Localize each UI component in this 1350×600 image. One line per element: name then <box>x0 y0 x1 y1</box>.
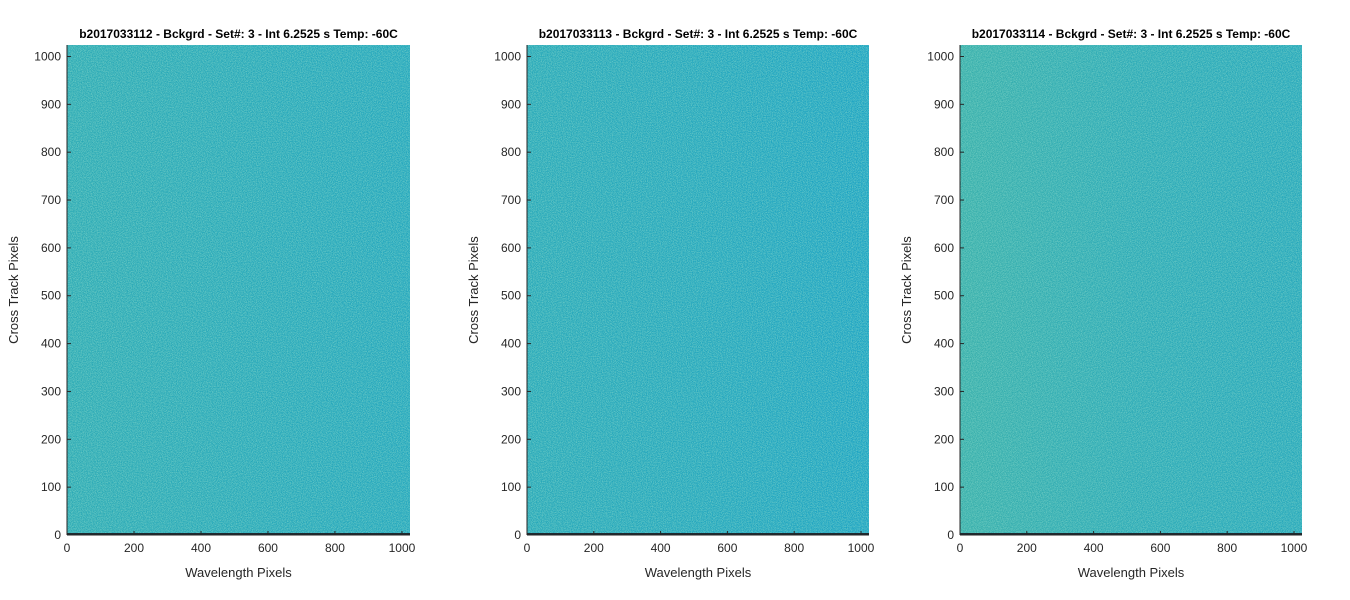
x-tick-label: 800 <box>1217 541 1237 555</box>
x-tick-label: 0 <box>64 541 71 555</box>
y-tick-label: 500 <box>934 289 954 303</box>
y-tick-label: 800 <box>501 145 521 159</box>
y-tick-label: 400 <box>41 337 61 351</box>
y-tick-label: 800 <box>41 145 61 159</box>
heatmap-panel-3: 0 200 400 600 800 1000 0 100 200 300 400 500 600 700 8… <box>899 27 1308 580</box>
heatmap-bottom-row <box>67 533 410 535</box>
heatmap-bottom-row <box>527 533 869 535</box>
x-tick-label: 0 <box>524 541 531 555</box>
y-tick-label: 100 <box>41 480 61 494</box>
y-tick-label: 600 <box>934 241 954 255</box>
y-tick-label: 100 <box>501 480 521 494</box>
y-tick-label: 0 <box>947 528 954 542</box>
y-tick-label: 1000 <box>927 49 954 63</box>
heatmap-noise <box>67 45 410 535</box>
y-tick-label: 1000 <box>34 49 61 63</box>
y-tick-label: 400 <box>934 337 954 351</box>
y-tick-label: 0 <box>514 528 521 542</box>
x-tick-label: 600 <box>717 541 737 555</box>
y-axis-label: Cross Track Pixels <box>466 236 481 344</box>
x-tick-label: 400 <box>651 541 671 555</box>
x-tick-label: 1000 <box>389 541 416 555</box>
y-tick-label: 900 <box>41 97 61 111</box>
heatmap-panel-2: 0 200 400 600 800 1000 0 100 200 300 400 500 600 700 8… <box>466 27 875 580</box>
y-tick-label: 300 <box>501 384 521 398</box>
y-axis-label: Cross Track Pixels <box>899 236 914 344</box>
heatmap-bottom-row <box>960 533 1302 535</box>
y-tick-label: 700 <box>41 193 61 207</box>
y-tick-label: 500 <box>501 289 521 303</box>
panel-title: b2017033114 - Bckgrd - Set#: 3 - Int 6.2… <box>972 27 1291 41</box>
y-tick-label: 400 <box>501 337 521 351</box>
y-tick-label: 900 <box>501 97 521 111</box>
y-tick-label: 700 <box>934 193 954 207</box>
y-tick-label: 1000 <box>494 49 521 63</box>
y-tick-label: 100 <box>934 480 954 494</box>
x-tick-label: 800 <box>784 541 804 555</box>
y-tick-label: 200 <box>41 432 61 446</box>
y-tick-label: 200 <box>501 432 521 446</box>
x-tick-label: 1000 <box>1281 541 1308 555</box>
x-tick-label: 0 <box>957 541 964 555</box>
x-tick-label: 800 <box>325 541 345 555</box>
x-tick-label: 200 <box>1017 541 1037 555</box>
y-tick-label: 700 <box>501 193 521 207</box>
y-tick-label: 600 <box>501 241 521 255</box>
x-axis-label: Wavelength Pixels <box>645 565 752 580</box>
y-tick-label: 300 <box>934 384 954 398</box>
y-axis-label: Cross Track Pixels <box>6 236 21 344</box>
y-tick-label: 200 <box>934 432 954 446</box>
x-axis-label: Wavelength Pixels <box>185 565 292 580</box>
y-tick-label: 500 <box>41 289 61 303</box>
x-tick-label: 400 <box>1084 541 1104 555</box>
panel-title: b2017033112 - Bckgrd - Set#: 3 - Int 6.2… <box>79 27 398 41</box>
x-tick-label: 1000 <box>848 541 875 555</box>
x-tick-label: 200 <box>584 541 604 555</box>
x-axis-label: Wavelength Pixels <box>1078 565 1185 580</box>
x-tick-label: 600 <box>258 541 278 555</box>
y-tick-label: 300 <box>41 384 61 398</box>
y-tick-label: 0 <box>54 528 61 542</box>
x-tick-label: 200 <box>124 541 144 555</box>
heatmap-panel-1: 0 200 400 600 800 1000 0 100 200 300 400 500 600 700 8… <box>6 27 416 580</box>
heatmap-noise <box>527 45 869 535</box>
heatmap-noise <box>960 45 1302 535</box>
y-tick-label: 600 <box>41 241 61 255</box>
x-tick-label: 600 <box>1150 541 1170 555</box>
y-tick-label: 800 <box>934 145 954 159</box>
y-tick-label: 900 <box>934 97 954 111</box>
x-tick-label: 400 <box>191 541 211 555</box>
panel-title: b2017033113 - Bckgrd - Set#: 3 - Int 6.2… <box>539 27 858 41</box>
